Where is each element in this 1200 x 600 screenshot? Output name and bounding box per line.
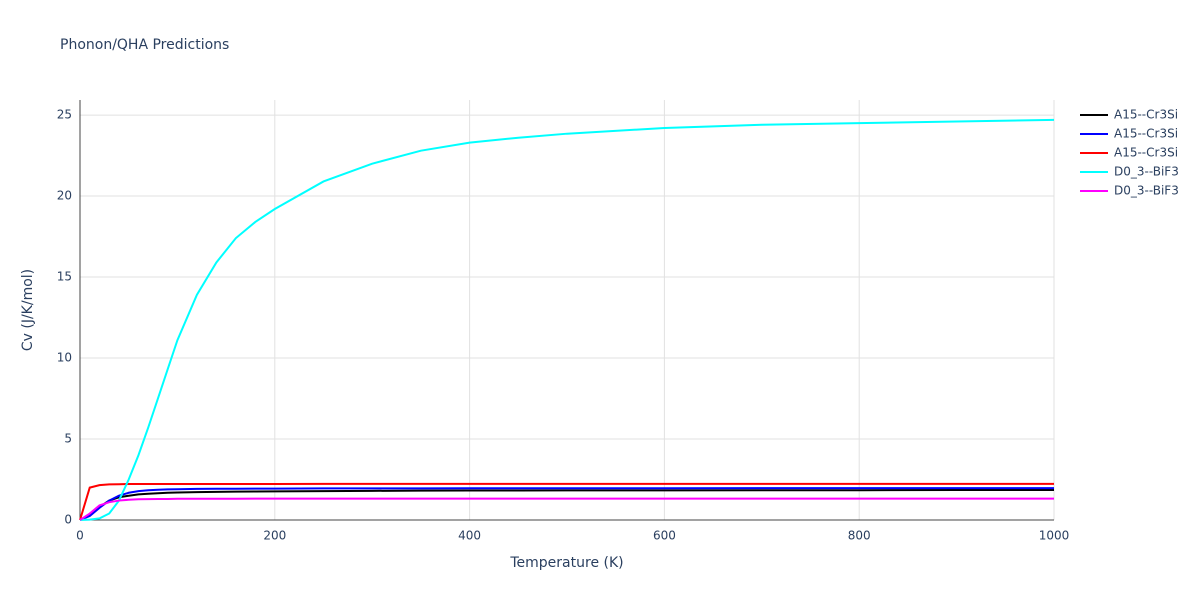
y-tick-label: 15: [57, 270, 72, 284]
chart-title: Phonon/QHA Predictions: [60, 37, 229, 53]
y-tick-label: 25: [57, 108, 72, 122]
series-line: [79, 489, 1054, 521]
legend-label: D0_3--BiF3: [1114, 165, 1179, 179]
y-tick-label: 20: [57, 189, 72, 203]
legend-label: A15--Cr3Si: [1114, 108, 1178, 122]
x-tick-label: 200: [263, 529, 286, 543]
x-tick-label: 600: [653, 529, 676, 543]
y-tick-label: 10: [57, 351, 72, 365]
x-tick-label: 400: [458, 529, 481, 543]
legend-label: A15--Cr3Si: [1114, 146, 1178, 160]
legend-label: A15--Cr3Si: [1114, 127, 1178, 141]
x-tick-label: 1000: [1039, 529, 1070, 543]
y-tick-label: 5: [64, 432, 72, 446]
series-line: [79, 497, 1054, 521]
series-line: [79, 118, 1055, 521]
x-tick-label: 0: [76, 529, 84, 543]
x-axis-label: Temperature (K): [509, 555, 623, 571]
series-line: [79, 487, 1054, 521]
x-tick-label: 800: [848, 529, 871, 543]
y-axis-label: Cv (J/K/mol): [20, 269, 36, 351]
y-tick-label: 0: [64, 513, 72, 527]
legend-label: D0_3--BiF3: [1114, 184, 1179, 198]
series-line: [79, 482, 1054, 521]
